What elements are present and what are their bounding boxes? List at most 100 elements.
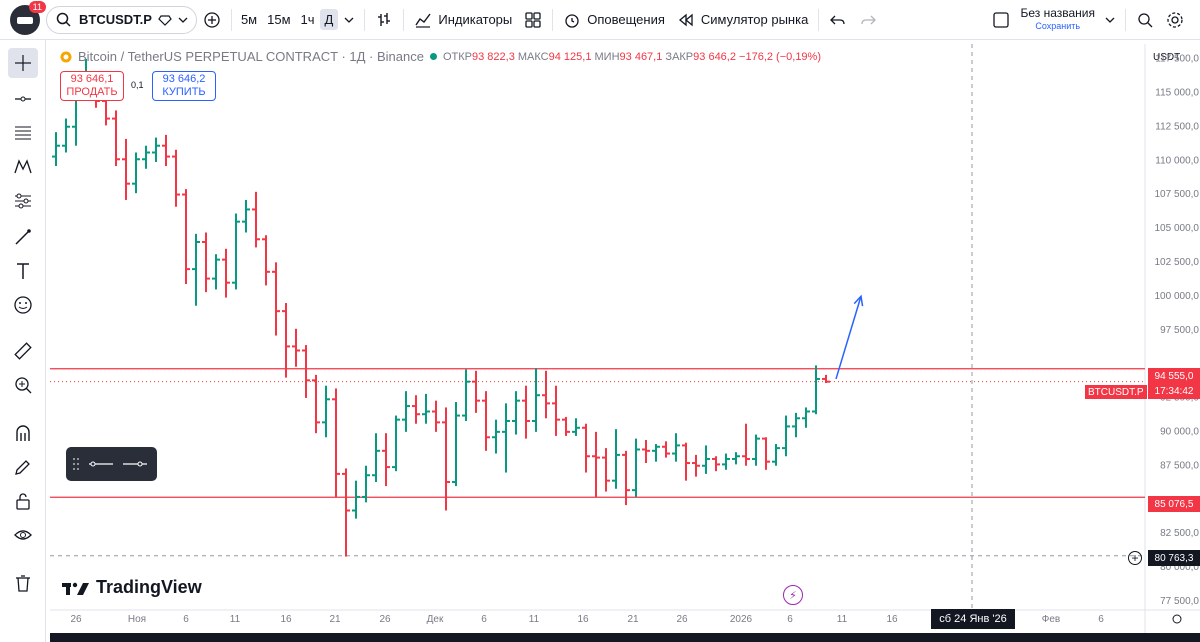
ohlc-bar bbox=[282, 303, 290, 378]
ohlc-bar bbox=[332, 388, 340, 497]
trend-line-tool[interactable] bbox=[8, 84, 38, 114]
time-tick-label: Дек bbox=[427, 614, 444, 625]
lock-tool[interactable] bbox=[8, 486, 38, 516]
line-style-icon[interactable] bbox=[88, 457, 114, 471]
ohlc-bar bbox=[682, 442, 690, 481]
upper-line-price-tag[interactable]: 94 555,0 bbox=[1148, 368, 1200, 384]
ohlc-bar bbox=[462, 369, 470, 421]
lower-line-price-tag[interactable]: 85 076,5 bbox=[1148, 496, 1200, 512]
brush-tool[interactable] bbox=[8, 222, 38, 252]
events-icon[interactable]: ⚡ bbox=[783, 585, 803, 605]
sell-button[interactable]: 93 646,1 ПРОДАТЬ bbox=[60, 71, 124, 101]
chart-type-button[interactable] bbox=[369, 6, 399, 34]
alerts-button[interactable]: Оповещения bbox=[557, 6, 671, 34]
rewind-icon bbox=[678, 13, 693, 26]
eye-icon bbox=[14, 530, 32, 540]
pattern-tool[interactable] bbox=[8, 152, 38, 182]
text-tool[interactable] bbox=[8, 256, 38, 286]
timeframe-dropdown[interactable] bbox=[338, 6, 360, 34]
buy-label: КУПИТЬ bbox=[162, 86, 206, 98]
time-tick-label: 11 bbox=[230, 614, 241, 625]
price-tick-label: 117 500,0 bbox=[1155, 54, 1199, 65]
ohlc-bar bbox=[132, 152, 140, 194]
ohlc-bar bbox=[652, 444, 660, 462]
timeframe-1h[interactable]: 1ч bbox=[300, 12, 315, 27]
magnet-tool[interactable] bbox=[8, 418, 38, 448]
layout-name: Без названия bbox=[1020, 5, 1095, 20]
grid-icon bbox=[525, 11, 541, 28]
countdown-tag: 17:34:42 bbox=[1148, 384, 1200, 399]
timeframe-5m[interactable]: 5м bbox=[240, 12, 258, 27]
time-tick-label: 6 bbox=[183, 614, 189, 625]
divider bbox=[818, 8, 820, 31]
quick-search-button[interactable] bbox=[1130, 6, 1160, 34]
chevron-down-icon[interactable] bbox=[178, 16, 188, 24]
replay-button[interactable]: Симулятор рынка bbox=[671, 6, 814, 34]
floating-drawing-toolbar[interactable] bbox=[66, 447, 157, 481]
timeframe-15m[interactable]: 15м bbox=[267, 12, 291, 27]
line-style-alt-icon[interactable] bbox=[122, 457, 148, 471]
ohlc-bar bbox=[452, 402, 460, 487]
ohlc-bar bbox=[672, 433, 680, 462]
drag-handle-icon[interactable] bbox=[72, 456, 80, 472]
ohlc-bar bbox=[472, 370, 480, 413]
zoom-tool[interactable] bbox=[8, 370, 38, 400]
symbol-price-tag: BTCUSDT.P bbox=[1085, 385, 1147, 399]
layout-menu[interactable]: Без названия Сохранить bbox=[986, 6, 1121, 34]
ohlc-bar bbox=[232, 213, 240, 290]
ohlc-bar bbox=[782, 415, 790, 457]
settings-button[interactable] bbox=[1160, 6, 1190, 34]
delete-tool[interactable] bbox=[8, 568, 38, 598]
indicators-label: Индикаторы bbox=[438, 12, 513, 27]
projection-tool[interactable] bbox=[8, 186, 38, 216]
projection-arrow-line bbox=[835, 296, 862, 380]
user-avatar[interactable]: 11 bbox=[10, 0, 46, 35]
open-value: 93 822,3 bbox=[472, 50, 515, 63]
ohlc-bar bbox=[622, 450, 630, 506]
ohlc-bar bbox=[322, 385, 330, 438]
ohlc-bar bbox=[642, 439, 650, 464]
fib-tool[interactable] bbox=[8, 118, 38, 148]
redo-button[interactable] bbox=[853, 6, 883, 34]
ohlc-bar bbox=[802, 407, 810, 428]
buy-price: 93 646,2 bbox=[162, 73, 206, 85]
divider bbox=[1125, 8, 1126, 31]
close-label: ЗАКР bbox=[665, 50, 694, 63]
hide-tool[interactable] bbox=[8, 520, 38, 550]
indicators-icon bbox=[415, 13, 431, 28]
crosshair-tool[interactable] bbox=[8, 48, 38, 78]
bars-icon bbox=[378, 12, 391, 26]
ohlc-bar bbox=[172, 149, 180, 207]
stay-drawing-tool[interactable] bbox=[8, 452, 38, 482]
trash-icon bbox=[16, 575, 30, 592]
divider bbox=[364, 8, 366, 31]
symbol-search[interactable]: BTCUSDT.P bbox=[46, 5, 197, 34]
templates-button[interactable] bbox=[518, 6, 548, 34]
notification-badge: 11 bbox=[28, 0, 46, 13]
add-alert-plus-icon[interactable]: + bbox=[1128, 551, 1142, 565]
ohlc-bar bbox=[292, 328, 300, 367]
diamond-icon[interactable] bbox=[158, 14, 172, 26]
open-label: ОТКР bbox=[442, 50, 472, 63]
ohlc-bar bbox=[562, 416, 570, 436]
search-icon bbox=[56, 12, 71, 27]
ohlc-bar bbox=[512, 391, 520, 435]
layout-save-link[interactable]: Сохранить bbox=[1035, 20, 1081, 31]
time-tick-label: 26 bbox=[676, 614, 688, 625]
indicators-button[interactable]: Индикаторы bbox=[408, 6, 518, 34]
low-value: 93 467,1 bbox=[619, 50, 663, 63]
ohlc-bar bbox=[582, 423, 590, 473]
price-tick-label: 115 000,0 bbox=[1155, 87, 1199, 98]
chart-pane[interactable]: USDT 117 500,0 115 000,0 112 500,0 110 000,0… bbox=[50, 44, 1200, 642]
compare-button[interactable] bbox=[197, 6, 227, 34]
ohlc-bar bbox=[662, 441, 670, 458]
series-title[interactable]: Bitcoin / TetherUS PERPETUAL CONTRACT · … bbox=[78, 49, 424, 64]
ohlc-bar bbox=[822, 374, 830, 384]
ruler-tool[interactable] bbox=[8, 336, 38, 366]
text-icon bbox=[17, 263, 29, 279]
emoji-tool[interactable] bbox=[8, 290, 38, 320]
buy-button[interactable]: 93 646,2 КУПИТЬ bbox=[152, 71, 216, 101]
undo-button[interactable] bbox=[823, 6, 853, 34]
timeframe-1d[interactable]: Д bbox=[319, 9, 339, 30]
